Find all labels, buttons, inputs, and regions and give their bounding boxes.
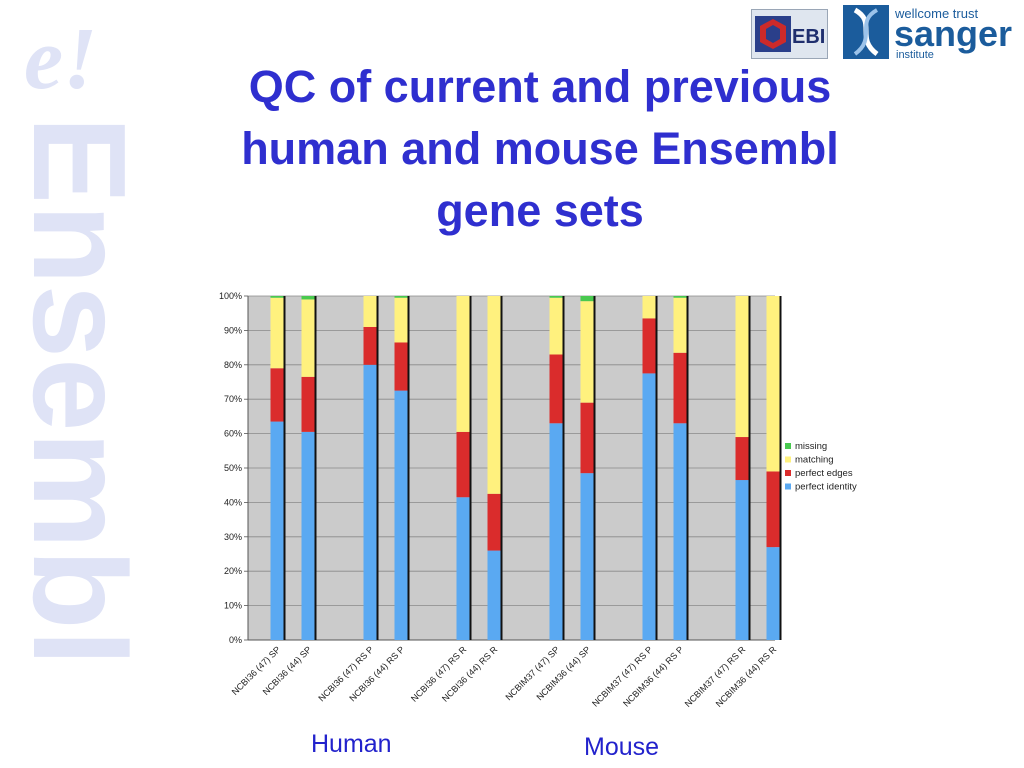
legend-label: perfect identity (795, 482, 857, 493)
y-tick-label: 80% (224, 360, 242, 370)
bar-segment (642, 373, 656, 640)
bar-segment (549, 423, 563, 640)
bar-segment (301, 299, 315, 377)
group-label-mouse: Mouse (584, 733, 660, 761)
bar-segment (301, 376, 315, 432)
y-tick-label: 100% (219, 291, 242, 301)
bar-segment (549, 297, 563, 355)
y-tick-label: 60% (224, 429, 242, 439)
bar-segment (394, 342, 408, 391)
bar-segment (673, 296, 687, 298)
bar-segment (642, 318, 656, 374)
bar-segment (270, 368, 284, 422)
bar-segment (301, 296, 315, 300)
legend-label: perfect edges (795, 468, 853, 479)
legend-label: matching (795, 455, 834, 466)
y-tick-label: 10% (224, 601, 242, 611)
x-tick-label: NCBIM37 (47) RS P (590, 644, 654, 708)
bar-segment (673, 297, 687, 353)
x-tick-label: NCBIM37 (47) SP (503, 644, 561, 702)
x-tick-label: NCBIM36 (44) RS R (714, 644, 779, 709)
ebi-logo: EBI (751, 9, 828, 59)
bar-segment (456, 296, 470, 432)
title-line: gene sets (436, 185, 644, 236)
stacked-bar-chart: 0% 10% 20% 30% 40% 50% 60% 70% 80% 90% 100% NCBI36 … (219, 291, 857, 709)
x-tick-label: NCBIM36 (44) SP (534, 644, 592, 702)
bar-segment (580, 296, 594, 302)
bar-segment (363, 296, 377, 327)
bar-segment (766, 547, 780, 640)
sanger-logo-top: wellcome trust (894, 6, 978, 21)
bar-segment (394, 297, 408, 343)
x-tick-label: NCBI36 (47) RS P (316, 644, 375, 703)
y-tick-label: 90% (224, 325, 242, 335)
bar-segment (580, 402, 594, 474)
bar-segment (766, 296, 780, 472)
bar-segment (549, 296, 563, 298)
bar-segment (270, 296, 284, 298)
bar-segment (580, 473, 594, 640)
legend-swatch (785, 443, 791, 449)
bar-segment (487, 493, 501, 551)
y-tick-label: 50% (224, 463, 242, 473)
sanger-logo: wellcome trust sanger institute (843, 4, 1019, 61)
bar-segment (270, 297, 284, 369)
legend-swatch (785, 483, 791, 490)
y-tick-label: 20% (224, 566, 242, 576)
bar-segment (363, 364, 377, 640)
y-tick-label: 30% (224, 532, 242, 542)
bar-segment (487, 550, 501, 640)
bar-segment (456, 497, 470, 640)
bar-segment (456, 431, 470, 498)
sanger-logo-sub: institute (896, 49, 934, 60)
legend-swatch (785, 456, 791, 463)
y-tick-label: 40% (224, 497, 242, 507)
slide-title: QC of current and previous human and mou… (180, 56, 900, 242)
bar-segment (549, 354, 563, 424)
bar-segment (673, 352, 687, 424)
y-tick-label: 70% (224, 394, 242, 404)
ensembl-watermark: e! Ensembl (6, 11, 150, 666)
bar-segment (363, 326, 377, 365)
bar-segment (580, 301, 594, 403)
sanger-logo-main: sanger (894, 13, 1012, 54)
bar-segment (735, 296, 749, 438)
bar-segment (301, 431, 315, 640)
ebi-logo-text: EBI (792, 26, 825, 48)
x-tick-label: NCBI36 (44) RS R (440, 644, 500, 704)
legend-swatch (785, 470, 791, 476)
group-label-human: Human (311, 730, 392, 758)
title-line: human and mouse Ensembl (241, 123, 839, 174)
x-tick-label: NCBI36 (47) RS R (409, 644, 469, 704)
bar-segment (270, 421, 284, 640)
title-line: QC of current and previous (248, 61, 832, 112)
bar-segment (487, 296, 501, 494)
bar-segment (735, 437, 749, 481)
bar-segment (642, 296, 656, 319)
watermark-word: Ensembl (6, 116, 150, 666)
legend-label: missing (795, 441, 827, 452)
x-tick-label: NCBI36 (44) RS P (347, 644, 406, 703)
bar-segment (735, 480, 749, 640)
bar-segment (673, 423, 687, 640)
y-tick-label: 0% (229, 635, 242, 645)
bar-segment (394, 390, 408, 640)
bar-segment (394, 296, 408, 298)
watermark-e-mark: e! (24, 11, 97, 108)
x-tick-label: NCBIM36 (44) RS P (621, 644, 685, 708)
bar-segment (766, 471, 780, 548)
